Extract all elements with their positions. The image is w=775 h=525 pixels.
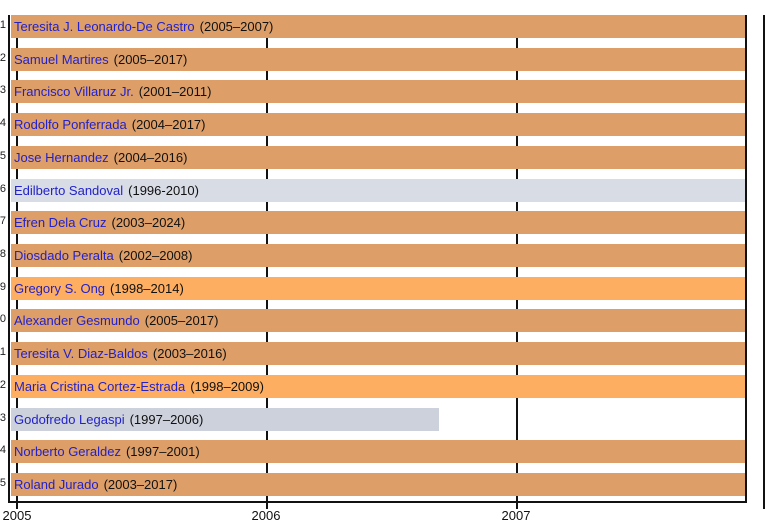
person-link[interactable]: Samuel Martires: [14, 52, 109, 67]
timeline-bar: [11, 244, 745, 267]
term-years: (2003–2024): [111, 215, 186, 230]
person-link[interactable]: Gregory S. Ong: [14, 281, 106, 296]
timeline-bar: [11, 277, 745, 300]
row-index-label: 1: [0, 19, 6, 31]
timeline-row: 2 Samuel Martires (2005–2017): [0, 48, 775, 71]
axis-tick-label-2007: 2007: [501, 508, 531, 523]
plot-right-border: [745, 15, 747, 503]
timeline-row: 14 Norberto Geraldez (1997–2001): [0, 440, 775, 463]
row-index-label: 11: [0, 346, 6, 358]
timeline-row: 4 Rodolfo Ponferrada (2004–2017): [0, 113, 775, 136]
row-index-label: 8: [0, 248, 6, 260]
row-index-label: 3: [0, 84, 6, 96]
plot-left-border: [8, 15, 10, 503]
person-link[interactable]: Godofredo Legaspi: [14, 412, 125, 427]
person-link[interactable]: Alexander Gesmundo: [14, 313, 140, 328]
row-label: Diosdado Peralta (2002–2008): [14, 244, 192, 267]
row-label: Maria Cristina Cortez-Estrada (1998–2009): [14, 375, 264, 398]
term-years: (1998–2014): [110, 281, 184, 296]
axis-tick-label-2006: 2006: [251, 508, 281, 523]
person-link[interactable]: Roland Jurado: [14, 477, 99, 492]
row-index-label: 10: [0, 313, 6, 325]
row-label: Roland Jurado (2003–2017): [14, 473, 177, 496]
row-index-label: 7: [0, 215, 6, 227]
timeline-bar: [11, 211, 745, 234]
row-index-label: 14: [0, 444, 6, 456]
timeline-row: 1 Teresita J. Leonardo-De Castro (2005–20…: [0, 15, 775, 38]
row-index-label: 4: [0, 117, 6, 129]
row-index-label: 9: [0, 281, 6, 293]
person-link[interactable]: Norberto Geraldez: [14, 444, 121, 459]
row-label: Gregory S. Ong (1998–2014): [14, 277, 184, 300]
term-years: (2004–2016): [113, 150, 188, 165]
person-link[interactable]: Jose Hernandez: [14, 150, 109, 165]
row-label: Rodolfo Ponferrada (2004–2017): [14, 113, 205, 136]
person-link[interactable]: Diosdado Peralta: [14, 248, 114, 263]
person-link[interactable]: Teresita J. Leonardo-De Castro: [14, 19, 195, 34]
row-label: Teresita J. Leonardo-De Castro (2005–2007…: [14, 15, 273, 38]
person-link[interactable]: Teresita V. Diaz-Baldos: [14, 346, 148, 361]
term-years: (1997–2006): [129, 412, 204, 427]
row-label: Jose Hernandez (2004–2016): [14, 146, 187, 169]
timeline-bar: [11, 375, 745, 398]
row-index-label: 12: [0, 379, 6, 391]
gridline-2008: [763, 15, 765, 509]
row-label: Efren Dela Cruz (2003–2024): [14, 211, 185, 234]
row-label: Alexander Gesmundo (2005–2017): [14, 309, 218, 332]
row-index-label: 5: [0, 150, 6, 162]
term-years: (2001–2011): [138, 84, 212, 99]
row-label: Samuel Martires (2005–2017): [14, 48, 187, 71]
timeline-row: 7 Efren Dela Cruz (2003–2024): [0, 211, 775, 234]
timeline-row: 9 Gregory S. Ong (1998–2014): [0, 277, 775, 300]
term-years: (1998–2009): [190, 379, 264, 394]
term-years: (2005–2017): [144, 313, 219, 328]
timeline-row: 3 Francisco Villaruz Jr. (2001–2011): [0, 80, 775, 103]
row-label: Godofredo Legaspi (1997–2006): [14, 408, 203, 431]
row-label: Francisco Villaruz Jr. (2001–2011): [14, 80, 211, 103]
timeline-row: 12 Maria Cristina Cortez-Estrada (1998–20…: [0, 375, 775, 398]
term-years: (2005–2007): [199, 19, 274, 34]
person-link[interactable]: Efren Dela Cruz: [14, 215, 107, 230]
term-years: (1997–2001): [125, 444, 200, 459]
term-years: (1996-2010): [128, 183, 199, 198]
term-years: (2002–2008): [118, 248, 193, 263]
timeline-bar: [11, 48, 745, 71]
timeline-row: 15 Roland Jurado (2003–2017): [0, 473, 775, 496]
row-index-label: 2: [0, 52, 6, 64]
timeline-row: 11 Teresita V. Diaz-Baldos (2003–2016): [0, 342, 775, 365]
timeline-row: 13 Godofredo Legaspi (1997–2006): [0, 408, 775, 431]
timeline-bar: [11, 342, 745, 365]
timeline-bar: [11, 473, 745, 496]
timeline-row: 10 Alexander Gesmundo (2005–2017): [0, 309, 775, 332]
timeline-row: 5 Jose Hernandez (2004–2016): [0, 146, 775, 169]
timeline-bar: [11, 80, 745, 103]
row-label: Edilberto Sandoval (1996-2010): [14, 179, 199, 202]
term-years: (2003–2016): [152, 346, 227, 361]
person-link[interactable]: Maria Cristina Cortez-Estrada: [14, 379, 186, 394]
row-label: Norberto Geraldez (1997–2001): [14, 440, 200, 463]
timeline-row: 8 Diosdado Peralta (2002–2008): [0, 244, 775, 267]
timeline-bar: [11, 15, 745, 38]
term-years: (2005–2017): [113, 52, 188, 67]
term-years: (2003–2017): [103, 477, 178, 492]
person-link[interactable]: Francisco Villaruz Jr.: [14, 84, 134, 99]
person-link[interactable]: Rodolfo Ponferrada: [14, 117, 127, 132]
timeline-row: 6 Edilberto Sandoval (1996-2010): [0, 179, 775, 202]
timeline-bar: [11, 113, 745, 136]
row-index-label: 6: [0, 183, 6, 195]
row-index-label: 15: [0, 477, 6, 489]
x-axis-line: [8, 501, 747, 503]
row-label: Teresita V. Diaz-Baldos (2003–2016): [14, 342, 227, 365]
timeline-bar: [11, 408, 439, 431]
row-index-label: 13: [0, 412, 6, 424]
person-link[interactable]: Edilberto Sandoval: [14, 183, 124, 198]
timeline-bar: [11, 179, 745, 202]
timeline-bar: [11, 440, 745, 463]
term-years: (2004–2017): [131, 117, 206, 132]
axis-tick-label-2005: 2005: [2, 508, 32, 523]
timeline-bar: [11, 146, 745, 169]
timeline-bar: [11, 309, 745, 332]
